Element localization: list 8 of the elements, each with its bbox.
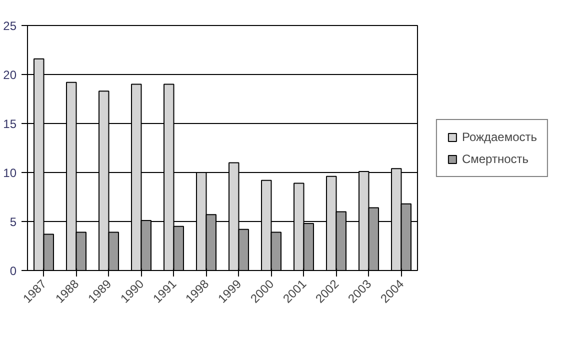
legend-label: Смертность [462, 152, 529, 166]
y-tick-label: 0 [10, 264, 17, 278]
y-tick-label: 25 [3, 19, 17, 33]
y-tick-label: 20 [3, 68, 17, 82]
y-tick-label: 15 [3, 117, 17, 131]
legend-label: Рождаемость [462, 130, 538, 144]
y-tick-label: 5 [10, 215, 17, 229]
y-tick-label: 10 [3, 166, 17, 180]
